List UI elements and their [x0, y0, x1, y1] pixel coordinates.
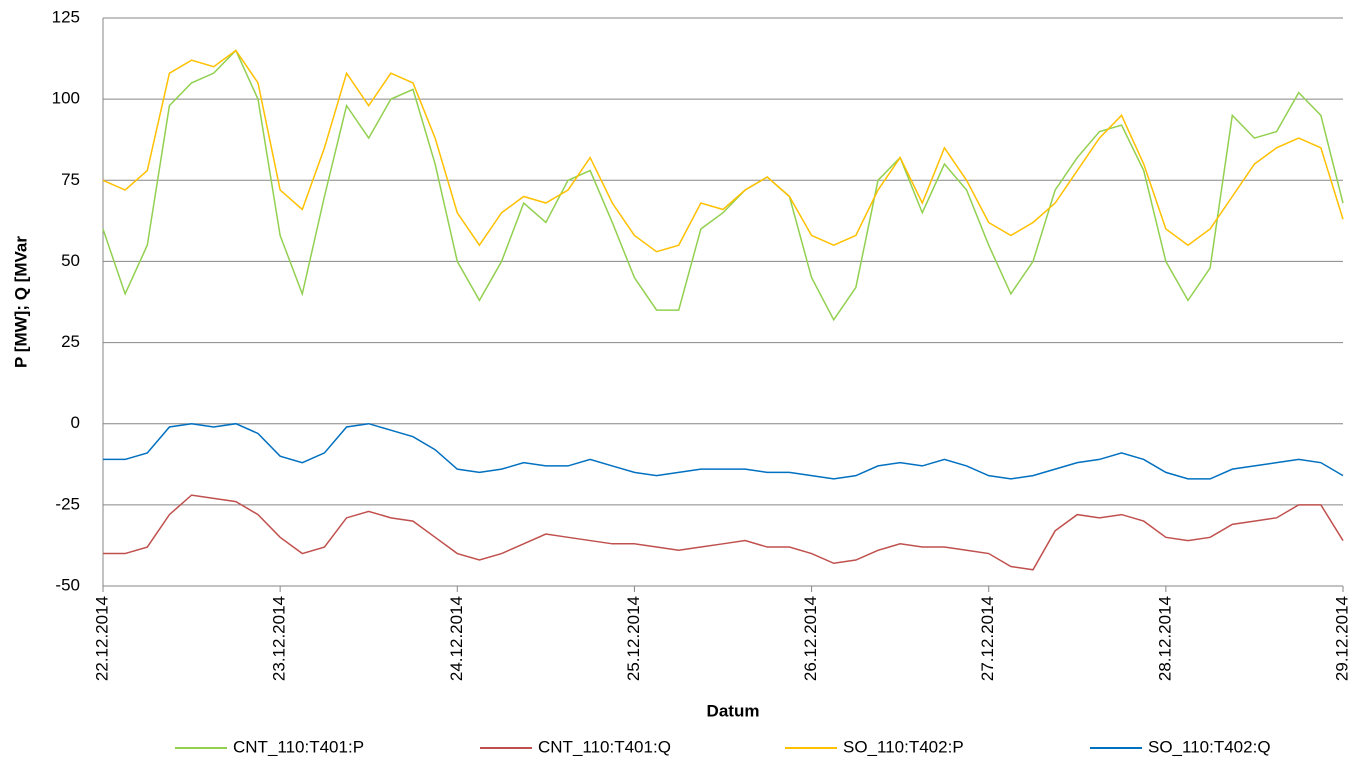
series-line — [102, 49, 1344, 322]
x-axis-label: Datum — [707, 701, 760, 720]
x-tick-label: 28.12.2014 — [1155, 596, 1174, 681]
x-tick-label: 27.12.2014 — [978, 596, 997, 681]
x-tick-label: 24.12.2014 — [447, 596, 466, 681]
legend-label: SO_110:T402:P — [843, 737, 964, 756]
y-tick-label: 0 — [71, 413, 80, 432]
y-tick-label: 50 — [61, 251, 80, 270]
y-tick-label: 75 — [61, 170, 80, 189]
x-tick-label: 26.12.2014 — [801, 596, 820, 681]
y-tick-label: -25 — [55, 494, 80, 513]
y-tick-label: 125 — [52, 7, 80, 26]
y-tick-label: 25 — [61, 332, 80, 351]
x-tick-label: 25.12.2014 — [624, 596, 643, 681]
y-tick-label: 100 — [52, 89, 80, 108]
series-line — [103, 422, 1344, 480]
series-line — [103, 494, 1344, 571]
legend-label: CNT_110:T401:P — [233, 737, 364, 756]
y-axis-label: P [MW]; Q [MVar — [11, 236, 30, 368]
y-tick-label: -50 — [55, 575, 80, 594]
x-tick-label: 23.12.2014 — [270, 596, 289, 681]
x-tick-label: 22.12.2014 — [92, 596, 111, 681]
legend-label: CNT_110:T401:Q — [538, 737, 671, 756]
legend-label: SO_110:T402:Q — [1148, 737, 1271, 756]
series-line — [102, 49, 1344, 253]
x-tick-label: 29.12.2014 — [1332, 596, 1351, 681]
